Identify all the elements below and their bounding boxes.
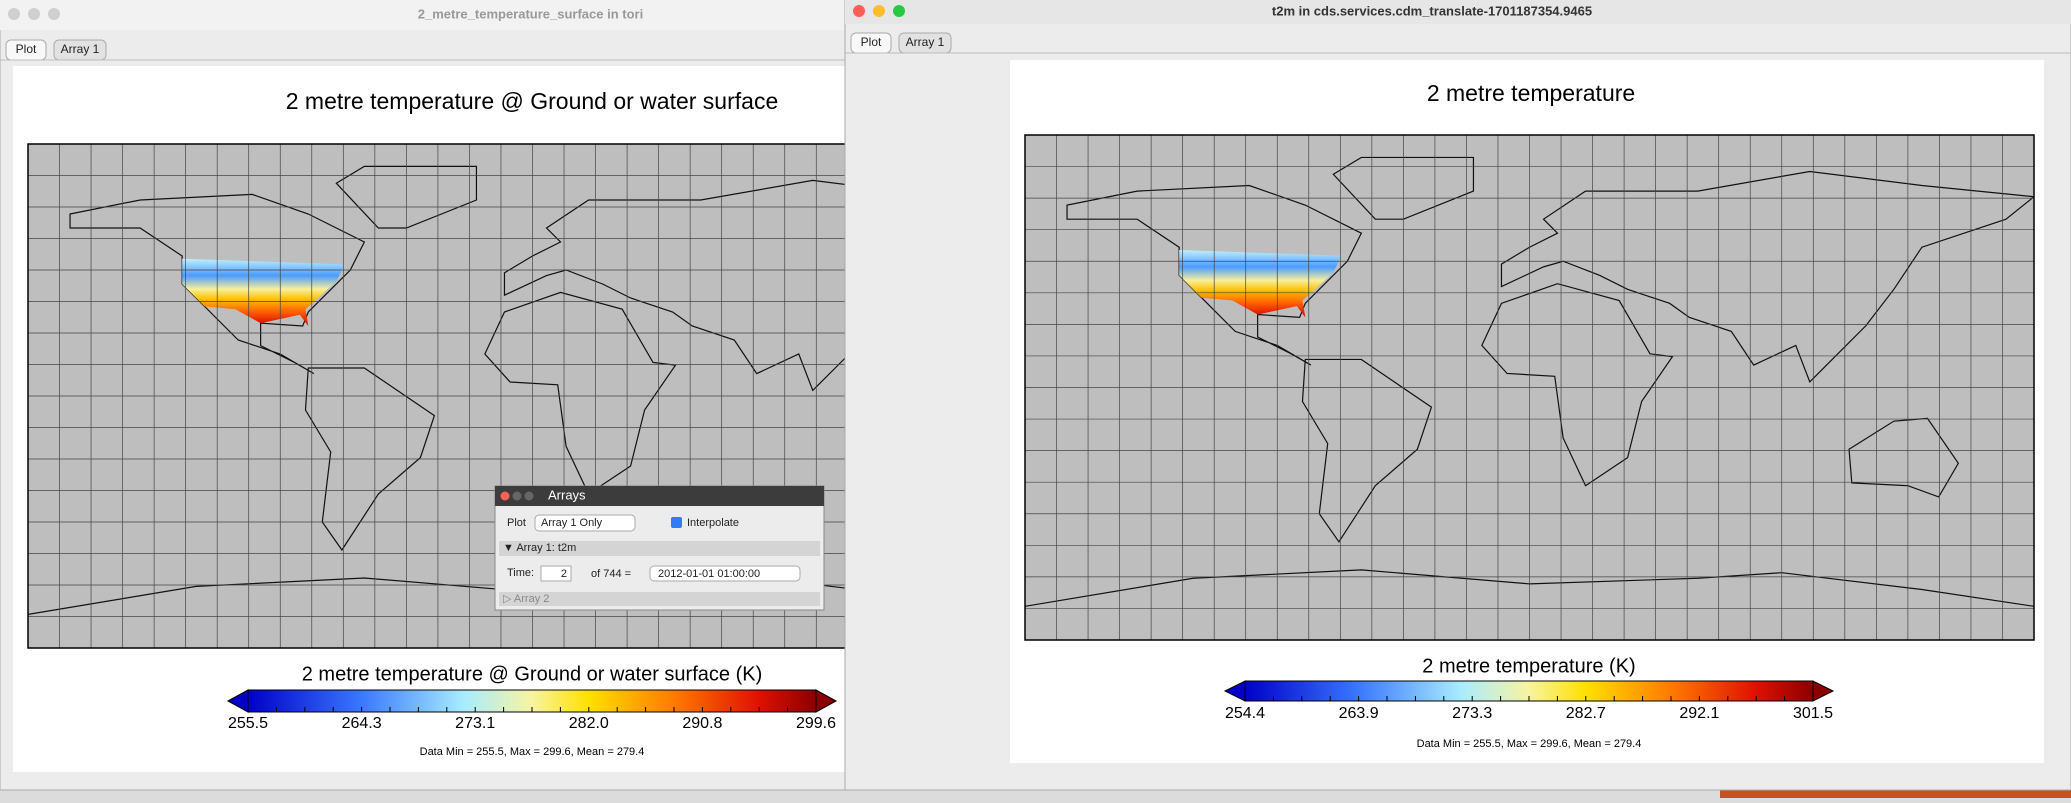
colorbar-tick-label: 290.8 <box>682 715 722 732</box>
title-bar <box>845 0 2071 24</box>
colorbar-tick-label: 282.7 <box>1566 705 1606 722</box>
window-title: t2m in cds.services.cdm_translate-170118… <box>1272 3 1592 18</box>
dialog-title-bar <box>495 486 824 506</box>
plot-title: 2 metre temperature @ Ground or water su… <box>286 88 779 114</box>
plot-title: 2 metre temperature <box>1427 80 1635 106</box>
dialog-button[interactable] <box>524 491 534 501</box>
array-header <box>499 592 820 606</box>
interpolate-checkbox[interactable] <box>671 517 682 528</box>
data-stats: Data Min = 255.5, Max = 299.6, Mean = 27… <box>420 746 645 758</box>
plot-mode-select[interactable] <box>534 514 636 532</box>
time-date-select[interactable] <box>649 565 801 582</box>
colorbar-tick-label: 254.4 <box>1225 705 1265 722</box>
time-of: of 744 = <box>591 568 631 580</box>
dialog-button[interactable] <box>500 491 510 501</box>
time-input[interactable] <box>540 565 572 582</box>
array-2-label: ▷ Array 2 <box>503 593 549 605</box>
colorbar-tick-label: 292.1 <box>1679 705 1719 722</box>
window-title: 2_metre_temperature_surface in tori <box>418 6 643 21</box>
time-date: 2012-01-01 01:00:00 <box>658 568 760 580</box>
interpolate-label: Interpolate <box>687 517 739 529</box>
tab-label: Plot <box>861 35 882 49</box>
time-label: Time: <box>507 567 534 579</box>
array-header <box>499 541 820 556</box>
array-1-label: ▼ Array 1: t2m <box>503 542 576 554</box>
window: t2m in cds.services.cdm_translate-170118… <box>844 0 2071 791</box>
colorbar-tick-label: 264.3 <box>342 715 382 732</box>
colorbar-tick-label: 263.9 <box>1339 705 1379 722</box>
map-border <box>1024 134 2035 641</box>
dialog-title: Arrays <box>548 487 586 502</box>
colorbar-tick-label: 273.1 <box>455 715 495 732</box>
colorbar-label: 2 metre temperature @ Ground or water su… <box>302 663 762 685</box>
window-button[interactable] <box>853 5 865 17</box>
window-button[interactable] <box>8 8 20 20</box>
tab-label: Array 1 <box>61 42 100 56</box>
tab-label: Array 1 <box>906 35 945 49</box>
window-button[interactable] <box>48 8 60 20</box>
colorbar-tick-label: 301.5 <box>1793 705 1833 722</box>
data-stats: Data Min = 255.5, Max = 299.6, Mean = 27… <box>1417 738 1642 750</box>
colorbar-tick-label: 273.3 <box>1452 705 1492 722</box>
time-value: 2 <box>561 568 567 580</box>
colorbar-label: 2 metre temperature (K) <box>1422 655 1635 677</box>
dialog-button[interactable] <box>512 491 522 501</box>
colorbar-tick-label: 282.0 <box>569 715 609 732</box>
window-button[interactable] <box>893 5 905 17</box>
tab-label: Plot <box>16 42 37 56</box>
colorbar-tick-label: 299.6 <box>796 715 836 732</box>
window-button[interactable] <box>28 8 40 20</box>
window-button[interactable] <box>873 5 885 17</box>
colorbar-tick-label: 255.5 <box>228 715 268 732</box>
arrays-dialog: Arrays Plot Array 1 Only Interpolate ▼ Array… <box>494 485 825 611</box>
plot-label: Plot <box>507 517 526 529</box>
plot-mode: Array 1 Only <box>541 517 603 529</box>
title-bar <box>0 0 845 30</box>
